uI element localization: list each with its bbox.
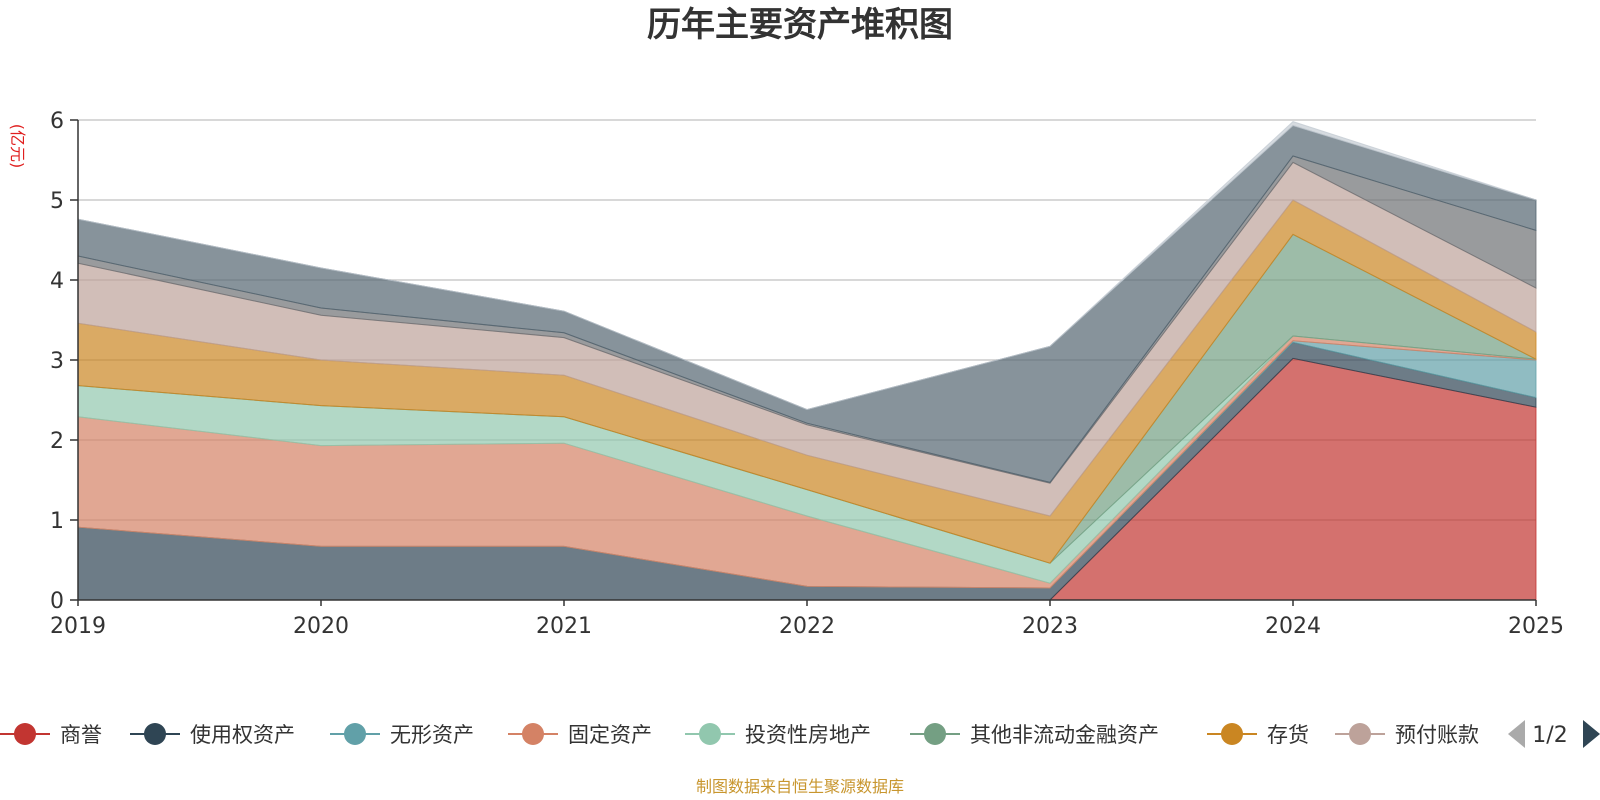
x-tick-label: 2025 [1508,614,1564,639]
legend-dot-marker [699,723,721,745]
legend-item[interactable]: 使用权资产 [130,723,295,747]
legend-page-indicator: 1/2 [1532,723,1567,748]
legend-label: 固定资产 [568,723,652,747]
y-tick-label: 6 [50,109,64,134]
legend-item[interactable]: 存货 [1207,723,1309,747]
legend-label: 其他非流动金融资产 [970,723,1159,747]
data-source-note: 制图数据来自恒生聚源数据库 [696,777,904,796]
axes: 2019 2020 2021 2022 2023 2024 2025 [50,120,1564,639]
legend-item[interactable]: 预付账款 [1335,723,1479,747]
y-tick-label: 5 [50,189,64,214]
x-tick-label: 2020 [293,614,349,639]
legend-label: 商誉 [60,723,102,747]
y-tick-label: 4 [50,269,64,294]
legend-label: 存货 [1267,723,1309,747]
x-tick-label: 2019 [50,614,106,639]
legend-dot-marker [924,723,946,745]
x-tick-label: 2021 [536,614,592,639]
legend-item[interactable]: 无形资产 [330,723,474,747]
legend: 商誉 使用权资产 无形资产 固定资产 投资性房地产 其他非流动金融资产 存货 预付账款 [0,723,1479,747]
x-tick-label: 2023 [1022,614,1078,639]
legend-dot-marker [14,723,36,745]
legend-dot-marker [1221,723,1243,745]
y-tick-label: 1 [50,509,64,534]
legend-pager: 1/2 [1508,720,1600,748]
stacked-areas [77,121,1537,601]
legend-label: 投资性房地产 [745,723,871,747]
chart-title: 历年主要资产堆积图 [647,5,953,45]
y-tick-label: 2 [50,429,64,454]
legend-label: 使用权资产 [190,723,295,747]
legend-prev-page-icon[interactable] [1508,720,1525,748]
x-tick-label: 2022 [779,614,835,639]
legend-dot-marker [522,723,544,745]
legend-item[interactable]: 投资性房地产 [685,723,871,747]
x-tick-label: 2024 [1265,614,1321,639]
legend-next-page-icon[interactable] [1583,720,1600,748]
legend-item[interactable]: 商誉 [0,723,102,747]
legend-dot-marker [144,723,166,745]
legend-item[interactable]: 其他非流动金融资产 [910,723,1159,747]
legend-items: 商誉 使用权资产 无形资产 固定资产 投资性房地产 其他非流动金融资产 存货 预付账款 [0,723,1479,747]
y-tick-label: 3 [50,349,64,374]
legend-label: 无形资产 [390,723,474,747]
y-tick-label: 0 [50,589,64,614]
legend-item[interactable]: 固定资产 [508,723,652,747]
area-series-10[interactable] [77,121,1537,411]
legend-dot-marker [344,723,366,745]
legend-label: 预付账款 [1395,723,1479,747]
y-axis-unit-label: (亿元) [8,124,27,169]
legend-dot-marker [1349,723,1371,745]
